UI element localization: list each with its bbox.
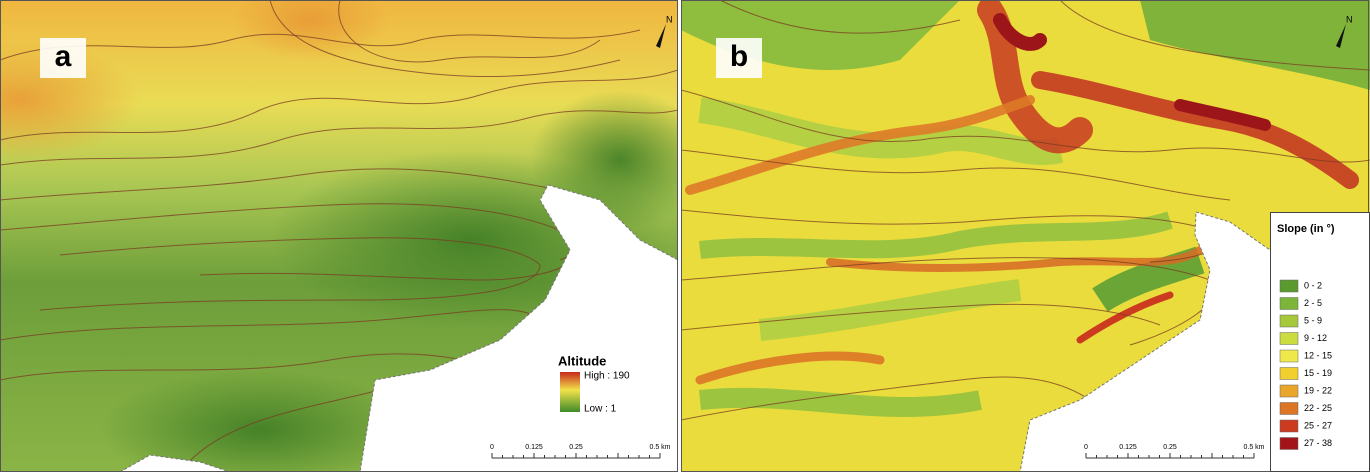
scale-label: 0.125 [525, 444, 543, 451]
legend-low: Low : 1 [584, 404, 617, 415]
scale-label: 0.125 [1119, 444, 1137, 451]
legend-label: 9 - 12 [1304, 333, 1327, 343]
legend-swatch [1280, 350, 1298, 362]
legend-title: Slope (in °) [1277, 223, 1335, 235]
legend-label: 2 - 5 [1304, 298, 1322, 308]
legend-label: 25 - 27 [1304, 420, 1332, 430]
legend-swatch [1280, 333, 1298, 345]
panel-b-map [681, 0, 1370, 472]
legend-label: 27 - 38 [1304, 438, 1332, 448]
legend-swatch [1280, 368, 1298, 380]
legend-label: 19 - 22 [1304, 385, 1332, 395]
slope-legend: Slope (in °) 0 - 2 2 - 5 5 - 9 9 - 12 12 - 1… [1271, 213, 1370, 472]
legend-swatch [1280, 315, 1298, 327]
scale-label: 0.25 [1163, 444, 1177, 451]
legend-swatch [1280, 298, 1298, 310]
panel-a-map [0, 0, 710, 472]
panel-label: b [730, 40, 748, 73]
scale-label: 0.5 km [649, 444, 670, 451]
legend-high: High : 190 [584, 371, 630, 382]
legend-swatch [1280, 420, 1298, 432]
north-label: N [666, 14, 673, 24]
scale-label: 0 [1084, 444, 1088, 451]
legend-label: 15 - 19 [1304, 368, 1332, 378]
figure: a N Altitude High : 190 Low : 1 0 0.125 0.… [0, 0, 1370, 472]
legend-swatch [1280, 438, 1298, 450]
scale-label: 0.5 km [1243, 444, 1264, 451]
scale-label: 0.25 [569, 444, 583, 451]
panel-label: a [55, 40, 72, 73]
scale-label: 0 [490, 444, 494, 451]
legend-label: 0 - 2 [1304, 280, 1322, 290]
legend-swatch [1280, 403, 1298, 415]
legend-label: 12 - 15 [1304, 350, 1332, 360]
legend-label: 5 - 9 [1304, 315, 1322, 325]
color-ramp [560, 372, 580, 412]
legend-title: Altitude [558, 353, 606, 368]
legend-swatch [1280, 385, 1298, 397]
legend-label: 22 - 25 [1304, 403, 1332, 413]
page: a N Altitude High : 190 Low : 1 0 0.125 0.… [0, 0, 1370, 472]
north-label: N [1346, 14, 1353, 24]
legend-swatch [1280, 280, 1298, 292]
